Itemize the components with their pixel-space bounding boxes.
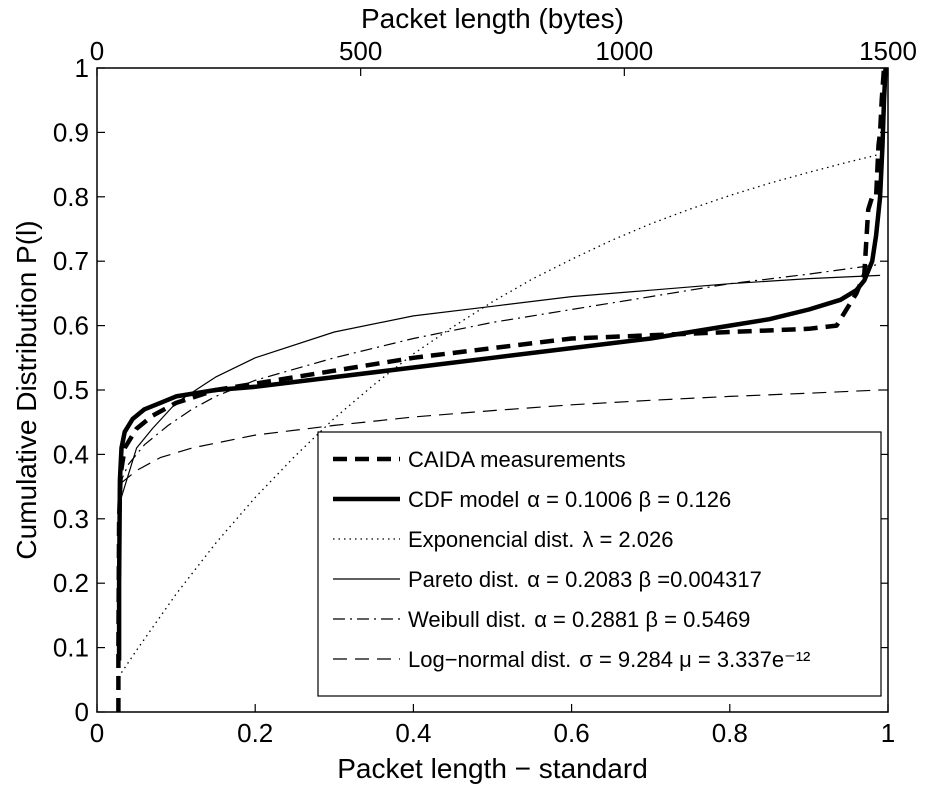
x-tick-label: 0.2 xyxy=(237,718,273,748)
series-line-6 xyxy=(120,389,881,484)
x2-tick-label: 0 xyxy=(90,36,104,66)
legend-label: Log−normal dist. σ = 9.284 μ = 3.337e⁻¹² xyxy=(408,647,810,672)
series-line-5 xyxy=(117,263,881,487)
legend-label: CAIDA measurements xyxy=(408,447,626,472)
y-tick-label: 0.3 xyxy=(53,504,89,534)
x-tick-label: 1 xyxy=(881,718,895,748)
y-tick-label: 0.1 xyxy=(53,633,89,663)
x-tick-label: 0 xyxy=(90,718,104,748)
legend-box xyxy=(317,431,882,697)
bottom-axis-title: Packet length − standard xyxy=(337,753,648,784)
y-tick-label: 0.2 xyxy=(53,568,89,598)
left-axis-title: Cumulative Distribution P(l) xyxy=(11,220,42,559)
series-line-3 xyxy=(117,153,881,678)
x-tick-label: 0.6 xyxy=(554,718,590,748)
top-axis-title: Packet length (bytes) xyxy=(361,3,624,34)
x2-tick-label: 1500 xyxy=(859,36,917,66)
legend-label: CDF model α = 0.1006 β = 0.126 xyxy=(408,487,731,512)
y-tick-label: 0.9 xyxy=(53,117,89,147)
x2-tick-label: 500 xyxy=(339,36,382,66)
y-tick-label: 0.5 xyxy=(53,375,89,405)
legend-params: α = 0.1006 β = 0.126 xyxy=(527,487,731,512)
legend-label: Pareto dist. α = 0.2083 β =0.004317 xyxy=(408,567,762,592)
x-tick-label: 0.4 xyxy=(395,718,431,748)
x-tick-label: 0.8 xyxy=(712,718,748,748)
legend-params: λ = 2.026 xyxy=(582,527,673,552)
legend-params: α = 0.2083 β =0.004317 xyxy=(527,567,762,592)
legend-params: σ = 9.284 μ = 3.337e⁻¹² xyxy=(579,647,810,672)
legend-label: Weibull dist. α = 0.2881 β = 0.5469 xyxy=(408,607,750,632)
series-line-2 xyxy=(116,68,888,661)
x2-tick-label: 1000 xyxy=(595,36,653,66)
series-group xyxy=(116,68,888,712)
legend-params: α = 0.2881 β = 0.5469 xyxy=(534,607,750,632)
y-tick-label: 0.4 xyxy=(53,439,89,469)
legend-label: Exponencial dist. λ = 2.026 xyxy=(408,527,673,552)
y-tick-label: 0.7 xyxy=(53,246,89,276)
y-tick-label: 1 xyxy=(75,53,89,83)
y-tick-label: 0.6 xyxy=(53,311,89,341)
legend: CAIDA measurements CDF model α = 0.1006 β … xyxy=(317,431,882,697)
series-line-1 xyxy=(116,68,887,712)
y-tick-label: 0 xyxy=(75,697,89,727)
y-tick-label: 0.8 xyxy=(53,182,89,212)
tick-group: 0 0.2 0.4 0.6 0.8 10 500 1000 150000.10.20.30.40… xyxy=(53,36,917,748)
series-line-4 xyxy=(120,274,881,500)
